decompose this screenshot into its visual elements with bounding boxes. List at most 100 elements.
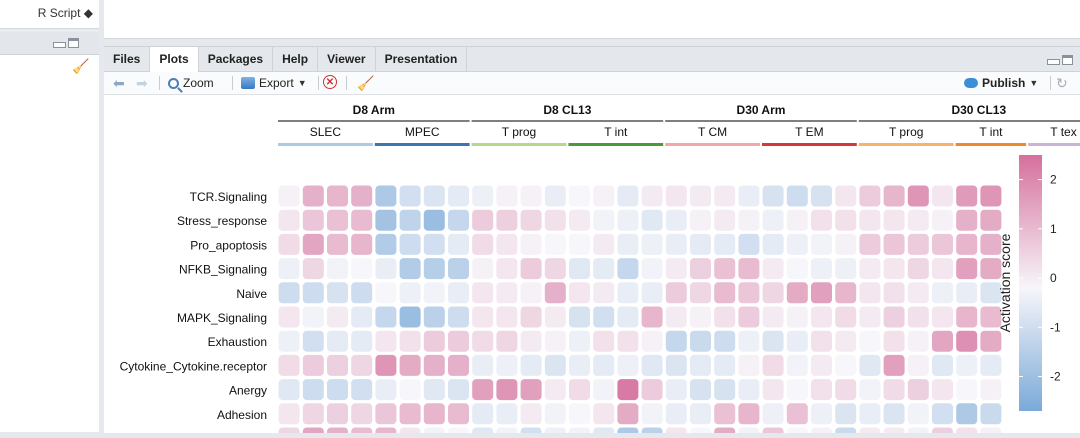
heatmap-cell	[762, 209, 784, 231]
heatmap-cell	[617, 354, 639, 376]
heatmap-cell	[641, 354, 663, 376]
tab-viewer[interactable]: Viewer	[318, 47, 376, 71]
heatmap-cell	[665, 233, 687, 255]
heatmap-cell	[399, 427, 421, 438]
heatmap-cell	[714, 209, 736, 231]
heatmap-cell	[593, 185, 615, 207]
row-label: Naive	[236, 287, 267, 301]
heatmap-cell	[351, 330, 373, 352]
tab-packages[interactable]: Packages	[199, 47, 274, 71]
heatmap-cell	[472, 330, 494, 352]
row-label: Pro_apoptosis	[190, 238, 267, 252]
heatmap-cell	[883, 354, 905, 376]
heatmap-cell	[980, 258, 1002, 280]
heatmap-cell	[496, 282, 518, 304]
heatmap-cell	[762, 354, 784, 376]
heatmap-cell	[327, 354, 348, 376]
subgroup-color-bar	[665, 143, 760, 146]
heatmap-cell	[448, 306, 469, 328]
heatmap-cell	[883, 258, 905, 280]
heatmap-cell	[811, 185, 832, 207]
publish-button[interactable]: Publish ▼	[964, 75, 1038, 91]
plots-window-controls	[1047, 55, 1073, 65]
heatmap-cell	[641, 330, 663, 352]
heatmap-cell	[617, 258, 639, 280]
heatmap-cell	[569, 354, 590, 376]
refresh-button[interactable]: ↻	[1056, 75, 1068, 91]
legend-colorbar	[1019, 155, 1042, 411]
script-type-select[interactable]: R Script ◆	[37, 6, 93, 20]
heatmap-cell	[520, 403, 542, 425]
heatmap-cell	[714, 306, 736, 328]
subgroup-label: SLEC	[310, 125, 342, 139]
heatmap-cell	[544, 354, 566, 376]
heatmap-cell	[956, 403, 978, 425]
heatmap-cell	[302, 209, 324, 231]
heatmap-cell	[399, 185, 421, 207]
heatmap-cell	[448, 258, 469, 280]
clear-plot-button[interactable]: ✕	[323, 75, 337, 89]
maximize-icon[interactable]	[68, 38, 79, 48]
heatmap-cell	[641, 185, 663, 207]
heatmap-cell	[811, 306, 832, 328]
heatmap-cell	[351, 209, 373, 231]
heatmap-cell	[569, 185, 590, 207]
heatmap-cell	[738, 209, 760, 231]
heatmap-cell	[641, 233, 663, 255]
heatmap-cell	[520, 282, 542, 304]
heatmap-cell	[690, 282, 711, 304]
heatmap-cell	[956, 258, 978, 280]
heatmap-cell	[665, 403, 687, 425]
tab-presentation[interactable]: Presentation	[376, 47, 468, 71]
heatmap-cell	[665, 354, 687, 376]
row-label: Anergy	[229, 384, 267, 398]
tab-plots[interactable]: Plots	[150, 47, 199, 72]
heatmap-cell	[714, 233, 736, 255]
heatmap-cell	[883, 282, 905, 304]
heatmap-cell	[980, 306, 1002, 328]
minimize-icon[interactable]	[1047, 59, 1060, 65]
heatmap-cell	[980, 427, 1002, 438]
toolbar-divider	[318, 76, 319, 90]
heatmap-cell	[738, 403, 760, 425]
heatmap-cell	[859, 185, 881, 207]
export-button[interactable]: Export ▼	[241, 75, 307, 91]
heatmap-cell	[351, 354, 373, 376]
heatmap-cell	[714, 403, 736, 425]
heatmap-cell	[593, 427, 615, 438]
heatmap-cell	[690, 379, 711, 401]
heatmap-cell	[980, 330, 1002, 352]
broom-icon[interactable]: 🧹	[72, 58, 90, 74]
heatmap-cell	[714, 185, 736, 207]
back-button[interactable]: ⬅	[113, 75, 125, 91]
heatmap-cell	[399, 379, 421, 401]
heatmap-cell	[762, 427, 784, 438]
heatmap-cell	[399, 209, 421, 231]
heatmap-cell	[278, 185, 300, 207]
zoom-button[interactable]: Zoom	[168, 75, 214, 91]
minimize-icon[interactable]	[53, 42, 66, 48]
forward-button[interactable]: ➡	[136, 75, 148, 91]
heatmap-cell	[496, 379, 518, 401]
heatmap-cell	[932, 427, 953, 438]
legend-tick-label: -2	[1050, 370, 1061, 384]
heatmap-cell	[956, 233, 978, 255]
heatmap-cell	[302, 258, 324, 280]
heatmap-cell	[472, 354, 494, 376]
group-label: D8 CL13	[543, 103, 591, 117]
heatmap-cell	[811, 427, 832, 438]
heatmap-cell	[690, 233, 711, 255]
heatmap-cell	[641, 403, 663, 425]
tab-help[interactable]: Help	[273, 47, 319, 71]
clear-all-button[interactable]: 🧹	[357, 75, 374, 91]
maximize-icon[interactable]	[1062, 55, 1073, 65]
heatmap-cell	[544, 306, 566, 328]
heatmap-cell	[472, 427, 494, 438]
heatmap-cell	[399, 306, 421, 328]
heatmap-cell	[883, 403, 905, 425]
heatmap-cell	[423, 233, 445, 255]
heatmap-cell	[520, 209, 542, 231]
tab-files[interactable]: Files	[104, 47, 151, 71]
heatmap-cell	[835, 185, 857, 207]
heatmap-cell	[544, 185, 566, 207]
